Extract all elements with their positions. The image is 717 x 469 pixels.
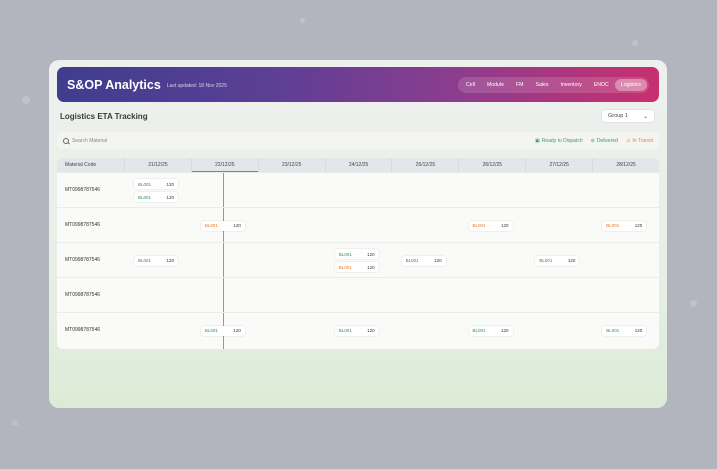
legend-delivered: ⊘ Delivered <box>591 138 618 144</box>
shipment-qty: 120 <box>233 328 241 333</box>
column-header-date: 21/12/25 <box>123 158 191 172</box>
column-header-date: 25/12/25 <box>391 158 458 172</box>
shipment-chip[interactable]: BL001 120 <box>401 255 446 266</box>
shipment-chip[interactable]: BL001 120 <box>134 255 178 266</box>
shipment-id: BL001 <box>338 328 352 333</box>
eta-grid: Material Code 21/12/25 22/12/25 23/12/25 24… <box>57 158 659 349</box>
shipment-id: BL001 <box>338 251 352 257</box>
box-icon: ▣ <box>535 137 540 144</box>
shipment-chip[interactable]: BL001 120 <box>468 325 513 336</box>
shipment-qty: 120 <box>500 223 509 228</box>
nav-cell[interactable]: Cell <box>466 81 475 88</box>
shipment-chip[interactable]: BL001 120 <box>200 220 245 231</box>
shipment-qty: 120 <box>634 223 643 228</box>
shipment-qty: 120 <box>233 223 241 228</box>
nav-module[interactable]: Module <box>486 81 504 88</box>
grid-header: Material Code 21/12/25 22/12/25 23/12/25 24… <box>57 158 659 172</box>
shipment-chip[interactable]: BL001 120 <box>334 249 379 259</box>
search-icon <box>63 137 69 144</box>
shipment-qty: 120 <box>166 194 174 200</box>
column-header-material: Material Code <box>65 162 97 168</box>
column-header-date: 24/12/25 <box>324 158 392 172</box>
nav-fm[interactable]: FM <box>515 81 524 88</box>
shipment-id: BL001 <box>472 328 486 333</box>
legend-in-transit-label: In Transit <box>632 137 653 144</box>
shipment-qty: 120 <box>500 328 509 333</box>
column-header-date: 27/12/25 <box>525 158 592 172</box>
shipment-qty: 120 <box>367 264 375 270</box>
column-header-date: 28/12/25 <box>592 158 659 172</box>
table-row: MT0998787546 BL001 120 BL001 120 BL001 120 BL00… <box>57 312 659 347</box>
legend-delivered-label: Delivered <box>596 137 618 144</box>
truck-icon: ⚠ <box>625 137 631 144</box>
material-code: MT0998787546 <box>65 187 101 193</box>
nav-logistics[interactable]: Logistics <box>614 78 647 91</box>
table-row: MT0998787546 <box>57 277 659 312</box>
table-row: MT0998787546 BL001 120 BL001 120 <box>57 172 659 207</box>
column-header-date: 23/12/25 <box>257 158 325 172</box>
page-title: Logistics ETA Tracking <box>60 112 148 121</box>
status-legend: ▣ Ready to Dispatch ⊘ Delivered ⚠ In Transi… <box>535 138 653 144</box>
material-code: MT0998787546 <box>65 327 101 333</box>
shipment-qty: 120 <box>567 258 576 263</box>
shipment-qty: 120 <box>166 181 174 187</box>
shipment-qty: 120 <box>367 328 375 333</box>
legend-ready: ▣ Ready to Dispatch <box>535 138 583 144</box>
shipment-id: BL001 <box>338 264 352 270</box>
material-code: MT0998787546 <box>65 222 101 228</box>
app-title: S&OP Analytics <box>67 77 161 92</box>
nav-enoc[interactable]: ENOC <box>593 81 609 88</box>
shipment-qty: 120 <box>166 258 174 263</box>
column-header-date: 22/12/25 <box>190 158 258 172</box>
shipment-chip[interactable]: BL001 120 <box>468 220 513 231</box>
today-marker <box>222 172 224 349</box>
shipment-id: BL001 <box>138 194 152 200</box>
app-header: S&OP Analytics Last updated: 18 Nov 2025… <box>57 67 659 102</box>
shipment-chip[interactable]: BL001 120 <box>602 325 647 336</box>
shipment-qty: 120 <box>367 251 375 257</box>
chevron-down-icon: ⌄ <box>642 113 648 120</box>
table-row: MT0998787546 BL001 120 BL001 120 BL001 120 BL00… <box>57 242 659 277</box>
legend-ready-label: Ready to Dispatch <box>541 137 583 144</box>
app-window: S&OP Analytics Last updated: 18 Nov 2025… <box>49 60 667 408</box>
module-nav: Cell Module FM Sales Inventory ENOC Logi… <box>458 76 649 93</box>
shipment-chip[interactable]: BL001 120 <box>134 192 178 202</box>
shipment-id: BL001 <box>606 328 620 333</box>
check-circle-icon: ⊘ <box>590 137 595 144</box>
shipment-qty: 120 <box>434 258 442 263</box>
group-select-value: Group 1 <box>608 113 628 119</box>
shipment-id: BL001 <box>138 258 152 263</box>
shipment-id: BL001 <box>539 258 553 263</box>
toolbar: Search Material ▣ Ready to Dispatch ⊘ Deli… <box>57 132 659 149</box>
material-code: MT0998787546 <box>65 292 101 298</box>
shipment-chip[interactable]: BL001 120 <box>200 325 245 336</box>
nav-sales[interactable]: Sales <box>535 81 549 88</box>
shipment-chip[interactable]: BL001 120 <box>334 262 379 272</box>
shipment-id: BL001 <box>204 223 218 228</box>
shipment-chip[interactable]: BL001 120 <box>134 179 178 189</box>
group-select[interactable]: Group 1 ⌄ <box>601 109 655 123</box>
search-input[interactable]: Search Material <box>63 137 108 144</box>
shipment-id: BL001 <box>405 258 419 263</box>
search-placeholder: Search Material <box>72 137 108 144</box>
material-code: MT0998787546 <box>65 257 101 263</box>
column-header-date: 26/12/25 <box>458 158 525 172</box>
shipment-qty: 120 <box>634 328 643 333</box>
nav-inventory[interactable]: Inventory <box>560 81 582 88</box>
shipment-id: BL001 <box>472 223 486 228</box>
shipment-id: BL001 <box>606 223 620 228</box>
shipment-chip[interactable]: BL001 120 <box>602 220 647 231</box>
shipment-id: BL001 <box>204 328 218 333</box>
shipment-chip[interactable]: BL001 120 <box>535 255 580 266</box>
table-row: MT0998787546 BL001 120 BL001 120 BL001 120 <box>57 207 659 242</box>
legend-in-transit: ⚠ In Transit <box>626 138 653 144</box>
shipment-id: BL001 <box>138 181 152 187</box>
last-updated: Last updated: 18 Nov 2025 <box>166 83 227 89</box>
shipment-chip[interactable]: BL001 120 <box>334 325 379 336</box>
